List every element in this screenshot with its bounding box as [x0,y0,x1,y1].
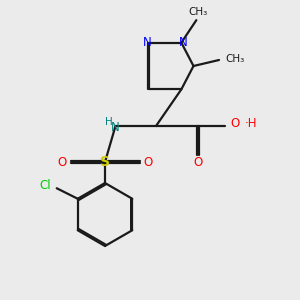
Text: H: H [105,117,113,128]
Text: O: O [194,156,202,170]
Text: N: N [143,36,152,49]
Text: ·H: ·H [244,117,257,130]
Text: N: N [178,36,187,49]
Text: Cl: Cl [39,179,50,192]
Text: O: O [143,155,152,169]
Text: N: N [110,121,119,134]
Text: O: O [58,155,67,169]
Text: CH₃: CH₃ [188,7,208,17]
Text: CH₃: CH₃ [226,54,245,64]
Text: S: S [100,155,110,169]
Text: O: O [230,117,239,130]
